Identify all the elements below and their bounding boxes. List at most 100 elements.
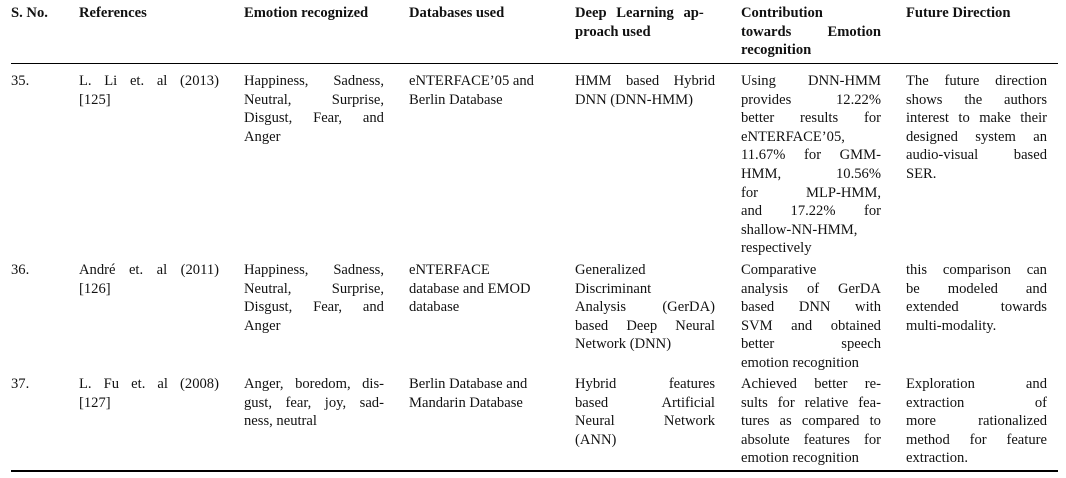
- row-contribution-cell: Achieved better re-sults for relative fea-tur…: [741, 375, 881, 468]
- row-contribution-line: tures as compared to: [741, 413, 881, 430]
- header-deep-learning-l1: Deep Learning ap-: [575, 5, 704, 21]
- row-contribution-line: Comparative: [741, 262, 817, 278]
- row-contribution-line: HMM, 10.56%: [741, 165, 881, 182]
- row-contribution-line: better results for: [741, 110, 881, 127]
- row-databases-line: Mandarin Database: [409, 394, 523, 411]
- row-emotion-line: Anger, boredom, dis-: [244, 376, 384, 392]
- row-reference-cell: L. Fu et. al (2008) [127]: [79, 375, 219, 412]
- row-contribution-line: and 17.22% for: [741, 203, 881, 220]
- row-approach-cell: Generalized Discriminant Analysis (GerDA) ba…: [575, 261, 715, 354]
- row-contribution-line: eNTERFACE’05,: [741, 128, 845, 145]
- row-contribution-line: analysis of GerDA: [741, 280, 881, 297]
- row-contribution-line: absolute features for: [741, 431, 881, 448]
- row-sno: 36.: [11, 262, 30, 278]
- header-contribution-l1: Contribution: [741, 5, 823, 21]
- row-future-line: extraction of: [906, 394, 1047, 411]
- header-databases-used: Databases used: [409, 5, 505, 21]
- row-contribution-cell: Comparative analysis of GerDA based DNN with SV…: [741, 261, 881, 373]
- header-contribution-l3: recognition: [741, 42, 812, 59]
- row-future-line: shows the authors: [906, 91, 1047, 108]
- header-rule: [11, 63, 1058, 64]
- row-emotion-line: Disgust, Fear, and: [244, 299, 384, 316]
- row-databases-line: Berlin Database: [409, 91, 503, 108]
- row-approach-line: DNN (DNN-HMM): [575, 91, 693, 108]
- row-approach-cell: Hybrid features based Artificial Neural Netwo…: [575, 375, 715, 449]
- row-databases-cell: eNTERFACE database and EMOD database: [409, 261, 554, 317]
- row-contribution-line: provides 12.22%: [741, 91, 881, 108]
- row-future-line: The future direction: [906, 73, 1047, 89]
- row-future-line: extended towards: [906, 299, 1047, 316]
- header-deep-learning-l2: proach used: [575, 23, 651, 40]
- row-future-line: method for feature: [906, 431, 1047, 448]
- header-references: References: [79, 5, 147, 21]
- row-approach-line: Discriminant: [575, 280, 652, 297]
- row-future-cell: Exploration and extraction of more rationaliz…: [906, 375, 1047, 468]
- row-databases-line: Berlin Database and: [409, 376, 528, 392]
- row-future-line: Exploration and: [906, 376, 1047, 392]
- row-future-line: SER.: [906, 165, 937, 182]
- header-contribution-l2b: Emotion: [827, 23, 881, 40]
- row-reference-author: L. Li et. al (2013): [79, 73, 219, 89]
- row-approach-line: Hybrid features: [575, 376, 715, 392]
- row-databases-line: database: [409, 299, 460, 316]
- row-emotion-line: gust, fear, joy, sad-: [244, 394, 384, 411]
- row-sno: 35.: [11, 73, 30, 89]
- row-approach-cell: HMM based Hybrid DNN (DNN-HMM): [575, 72, 715, 109]
- header-emotion-recognized: Emotion recognized: [244, 5, 369, 21]
- row-contribution-line: emotion recognition: [741, 450, 859, 467]
- row-emotion-line: Neutral, Surprise,: [244, 91, 384, 108]
- row-approach-line: Generalized: [575, 262, 646, 278]
- row-contribution-line: based DNN with: [741, 299, 881, 316]
- row-reference-citation: [126]: [79, 280, 111, 297]
- row-future-line: be modeled and: [906, 280, 1047, 297]
- row-approach-line: (ANN): [575, 431, 617, 448]
- row-sno: 37.: [11, 376, 30, 392]
- row-reference-author: André et. al (2011): [79, 262, 219, 278]
- row-reference-author: L. Fu et. al (2008): [79, 376, 219, 392]
- row-contribution-line: Using DNN-HMM: [741, 73, 881, 89]
- row-future-line: more rationalized: [906, 413, 1047, 430]
- row-emotion-line: Anger: [244, 128, 281, 145]
- header-future-direction: Future Direction: [906, 5, 1011, 21]
- row-databases-line: eNTERFACE’05 and: [409, 73, 534, 89]
- row-contribution-line: 11.67% for GMM-: [741, 147, 881, 164]
- row-emotion-cell: Happiness, Sadness, Neutral, Surprise, Disgu…: [244, 261, 384, 335]
- row-emotion-cell: Happiness, Sadness, Neutral, Surprise, Disgu…: [244, 72, 384, 146]
- row-future-line: designed system an: [906, 128, 1047, 145]
- row-contribution-cell: Using DNN-HMM provides 12.22% better results f…: [741, 72, 881, 258]
- row-approach-line: based Artificial: [575, 394, 715, 411]
- row-reference-citation: [125]: [79, 91, 111, 108]
- row-contribution-line: SVM and obtained: [741, 317, 881, 334]
- header-contribution-l2a: towards: [741, 23, 792, 40]
- row-emotion-line: ness, neutral: [244, 413, 317, 430]
- row-future-line: audio-visual based: [906, 147, 1047, 164]
- row-approach-line: Analysis (GerDA): [575, 299, 715, 316]
- row-reference-cell: André et. al (2011) [126]: [79, 261, 219, 298]
- row-databases-line: eNTERFACE: [409, 262, 490, 278]
- row-emotion-line: Disgust, Fear, and: [244, 110, 384, 127]
- row-approach-line: Neural Network: [575, 413, 715, 430]
- row-emotion-line: Happiness, Sadness,: [244, 262, 384, 278]
- row-databases-line: database and EMOD: [409, 280, 531, 297]
- row-databases-cell: Berlin Database and Mandarin Database: [409, 375, 554, 412]
- row-approach-line: based Deep Neural: [575, 317, 715, 334]
- header-contribution: Contribution towards Emotion recognition: [741, 4, 881, 60]
- row-emotion-line: Anger: [244, 317, 281, 334]
- row-emotion-cell: Anger, boredom, dis-gust, fear, joy, sad-ness…: [244, 375, 384, 431]
- row-contribution-line: sults for relative fea-: [741, 394, 881, 411]
- row-contribution-line: better speech: [741, 336, 881, 353]
- row-contribution-line: shallow-NN-HMM,: [741, 221, 858, 238]
- row-contribution-line: Achieved better re-: [741, 376, 881, 392]
- row-emotion-line: Neutral, Surprise,: [244, 280, 384, 297]
- row-approach-line: HMM based Hybrid: [575, 73, 715, 89]
- row-contribution-line: respectively: [741, 240, 812, 257]
- bottom-rule: [11, 470, 1058, 472]
- row-future-cell: The future direction shows the authors interes…: [906, 72, 1047, 184]
- row-future-cell: this comparison can be modeled and extended tow…: [906, 261, 1047, 335]
- row-future-line: multi-modality.: [906, 317, 997, 334]
- header-deep-learning-approach-text: Deep Learning ap- proach used: [575, 4, 715, 42]
- header-contribution-l2: towards Emotion: [741, 23, 881, 42]
- row-approach-line: Network (DNN): [575, 336, 672, 353]
- row-contribution-line: emotion recognition: [741, 354, 859, 371]
- row-future-line: this comparison can: [906, 262, 1047, 278]
